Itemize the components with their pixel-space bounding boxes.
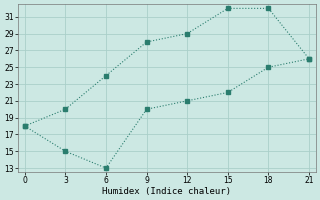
X-axis label: Humidex (Indice chaleur): Humidex (Indice chaleur) [102, 187, 231, 196]
